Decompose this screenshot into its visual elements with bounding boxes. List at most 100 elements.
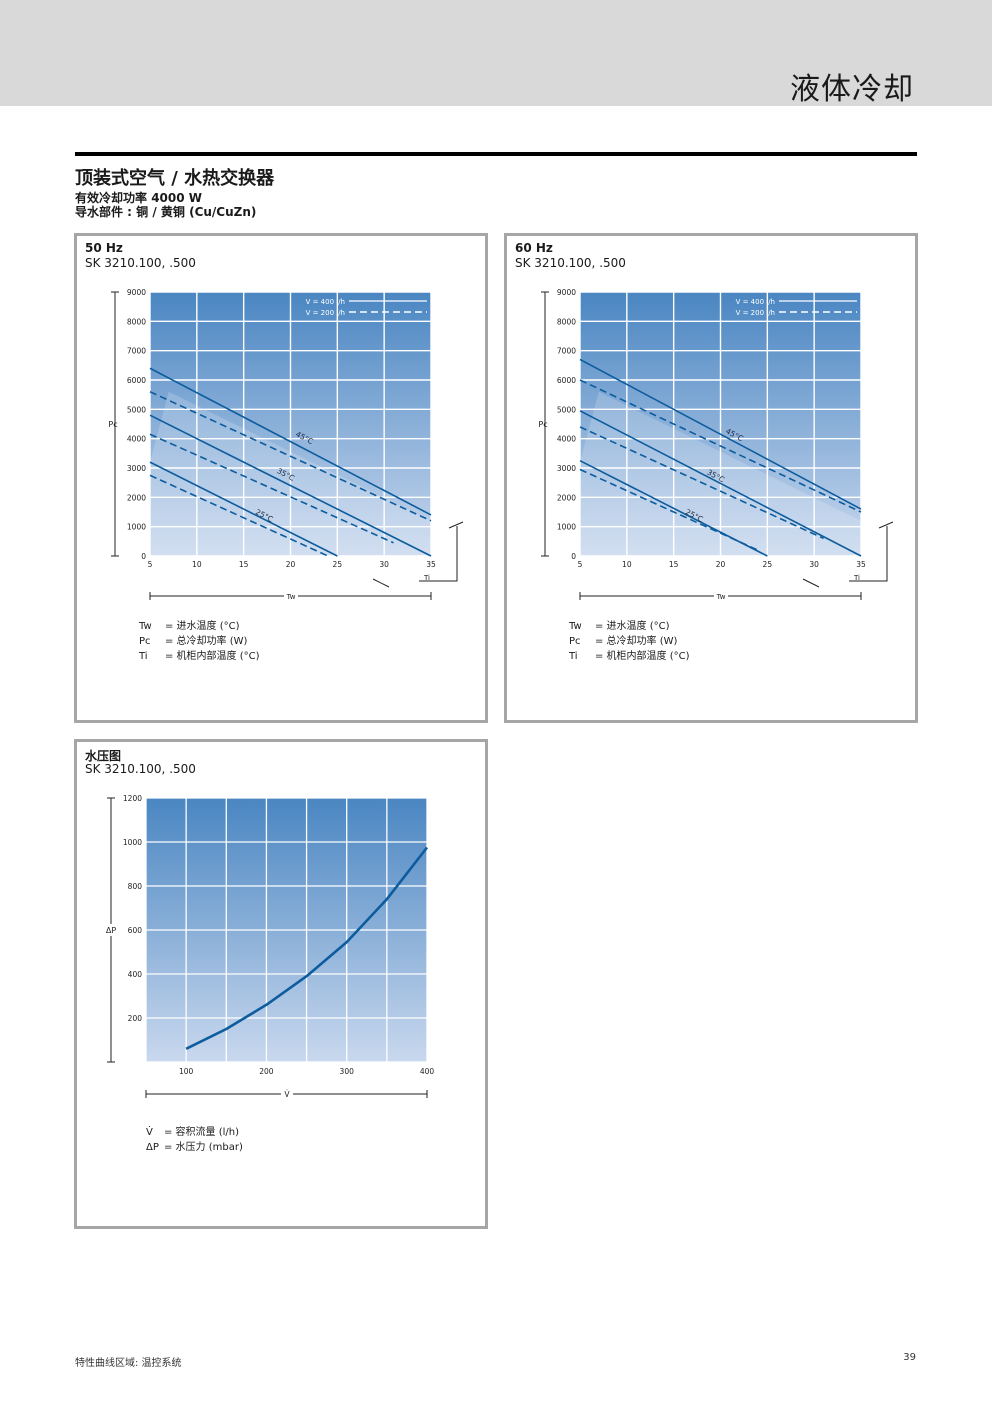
ti-axis-tick: [878, 521, 894, 529]
title-rule: [75, 152, 917, 156]
subtitle-material-label: 导水部件 :: [75, 205, 132, 219]
legend-text-ti: = 机柜内部温度 (°C): [165, 651, 260, 662]
y-tick-label: 3000: [557, 464, 576, 473]
y-tick-label: 4000: [557, 435, 576, 444]
panel-title-pressure: 水压图: [85, 749, 122, 763]
y-tick-label: 1000: [557, 523, 576, 532]
y-tick-label: 1000: [127, 523, 146, 532]
x-axis-label: Tw: [286, 593, 296, 601]
legend-text-ti: = 机柜内部温度 (°C): [595, 651, 690, 662]
header-title: 液体冷却: [790, 72, 914, 107]
x-axis-label: V̇: [284, 1090, 290, 1099]
x-tick-label: 35: [426, 560, 436, 569]
x-axis-label-bg: [284, 591, 298, 601]
series-line: [149, 391, 432, 522]
y-tick-label: 2000: [127, 493, 146, 502]
x-axis-label: Tw: [716, 593, 726, 601]
y-tick-label: 1200: [123, 794, 142, 803]
y-tick-label: 9000: [127, 288, 146, 297]
x-tick-label: 30: [809, 560, 819, 569]
y-tick-label: 8000: [557, 317, 576, 326]
subtitle-material-value: 铜 / 黄铜 (Cu/CuZn): [136, 205, 257, 219]
x-tick-label: 30: [379, 560, 389, 569]
legend-row-dp: ΔP = 水压力 (mbar): [146, 1140, 243, 1155]
subtitle-power-value: 4000 W: [151, 191, 203, 205]
legend-cooling-50hz: Tw = 进水温度 (°C) Pc = 总冷却功率 (W) Ti = 机柜内部温度 (…: [139, 619, 260, 664]
legend-label: V = 400 l/h: [306, 298, 345, 306]
x-tick-label: 100: [179, 1067, 194, 1076]
x-tick-label: 25: [763, 560, 773, 569]
ti-axis-label: Ti: [853, 574, 860, 582]
x-tick-label: 10: [192, 560, 202, 569]
legend-label: V = 200 l/h: [306, 309, 345, 317]
y-tick-label: 4000: [127, 435, 146, 444]
page-title: 顶装式空气 / 水热交换器: [75, 168, 275, 189]
x-tick-label: 5: [148, 560, 153, 569]
series-line: [185, 846, 429, 1050]
footer-text: 特性曲线区域: 温控系统: [75, 1358, 182, 1369]
legend-row-tw: Tw = 进水温度 (°C): [139, 619, 260, 634]
x-tick-label: 400: [420, 1067, 435, 1076]
ti-axis-label: Ti: [423, 574, 430, 582]
subtitle-power-label: 有效冷却功率: [75, 191, 148, 205]
legend-label: V = 400 l/h: [736, 298, 775, 306]
subtitle-material: 导水部件 : 铜 / 黄铜 (Cu/CuZn): [75, 203, 256, 220]
y-tick-label: 7000: [557, 347, 576, 356]
chart-panel-60hz: 60 Hz SK 3210.100, .500 5 10 15 20 25 30 35 0 10…: [504, 233, 918, 723]
y-tick-label: 1000: [123, 838, 142, 847]
page-number: 39: [903, 1352, 916, 1363]
series-line: [149, 461, 338, 557]
x-axis-label-bg: [714, 591, 728, 601]
legend-text-tw: = 进水温度 (°C): [595, 621, 670, 632]
legend-sym-ti: Ti: [139, 651, 148, 662]
ti-axis-tick: [372, 578, 390, 588]
x-tick-label: 20: [286, 560, 296, 569]
ti-axis-arrow: [419, 526, 458, 582]
x-tick-label: 10: [622, 560, 632, 569]
panel-model-pressure: SK 3210.100, .500: [85, 762, 196, 776]
legend-text-dp: = 水压力 (mbar): [164, 1142, 243, 1153]
chart-panel-pressure: 水压图 SK 3210.100, .500 100 200 300 400 200 400…: [74, 739, 488, 1229]
legend-row-tw: Tw = 进水温度 (°C): [569, 619, 690, 634]
header-band: [0, 0, 992, 106]
panel-model-50hz: SK 3210.100, .500: [85, 256, 196, 270]
y-tick-label: 5000: [127, 405, 146, 414]
legend-text-pc: = 总冷却功率 (W): [165, 636, 248, 647]
ti-axis-arrow: [849, 526, 888, 582]
y-tick-label: 0: [141, 552, 146, 561]
series-line: [149, 414, 432, 557]
panel-title-50hz: 50 Hz: [85, 241, 123, 255]
x-tick-label: 5: [578, 560, 583, 569]
legend-sym-tw: Tw: [139, 621, 152, 632]
series-line: [579, 426, 824, 540]
series-line: [579, 410, 862, 557]
legend-pressure: V̇ = 容积流量 (l/h) ΔP = 水压力 (mbar): [146, 1125, 243, 1155]
legend-text-tw: = 进水温度 (°C): [165, 621, 240, 632]
x-tick-label: 15: [669, 560, 679, 569]
y-tick-label: 3000: [127, 464, 146, 473]
y-tick-label: 2000: [557, 493, 576, 502]
y-tick-label: 6000: [557, 376, 576, 385]
y-tick-label: 6000: [127, 376, 146, 385]
chart-60hz: 5 10 15 20 25 30 35 0 1000 2000 3000 4000 5000 6000 70…: [538, 288, 894, 601]
legend-sym-v: V̇: [146, 1127, 153, 1138]
chart-pressure: 100 200 300 400 200 400 600 800 1000 1200 ΔP V̇: [103, 794, 435, 1099]
y-tick-label: 400: [128, 970, 143, 979]
subtitle-power: 有效冷却功率 4000 W: [75, 189, 202, 206]
x-tick-label: 300: [340, 1067, 355, 1076]
legend-sym-pc: Pc: [569, 636, 581, 647]
y-tick-label: 8000: [127, 317, 146, 326]
y-tick-label: 7000: [127, 347, 146, 356]
series-line: [149, 433, 394, 544]
x-tick-label: 20: [716, 560, 726, 569]
panel-model-60hz: SK 3210.100, .500: [515, 256, 626, 270]
legend-cooling-60hz: Tw = 进水温度 (°C) Pc = 总冷却功率 (W) Ti = 机柜内部温度 (…: [569, 619, 690, 664]
y-axis-label: Pc: [108, 420, 117, 429]
legend-row-ti: Ti = 机柜内部温度 (°C): [139, 649, 260, 664]
y-tick-label: 800: [128, 882, 143, 891]
legend-text-pc: = 总冷却功率 (W): [595, 636, 678, 647]
legend-row-v: V̇ = 容积流量 (l/h): [146, 1125, 243, 1140]
legend-row-pc: Pc = 总冷却功率 (W): [569, 634, 690, 649]
legend-text-v: = 容积流量 (l/h): [164, 1127, 240, 1138]
x-axis-label-bg: [281, 1089, 293, 1099]
